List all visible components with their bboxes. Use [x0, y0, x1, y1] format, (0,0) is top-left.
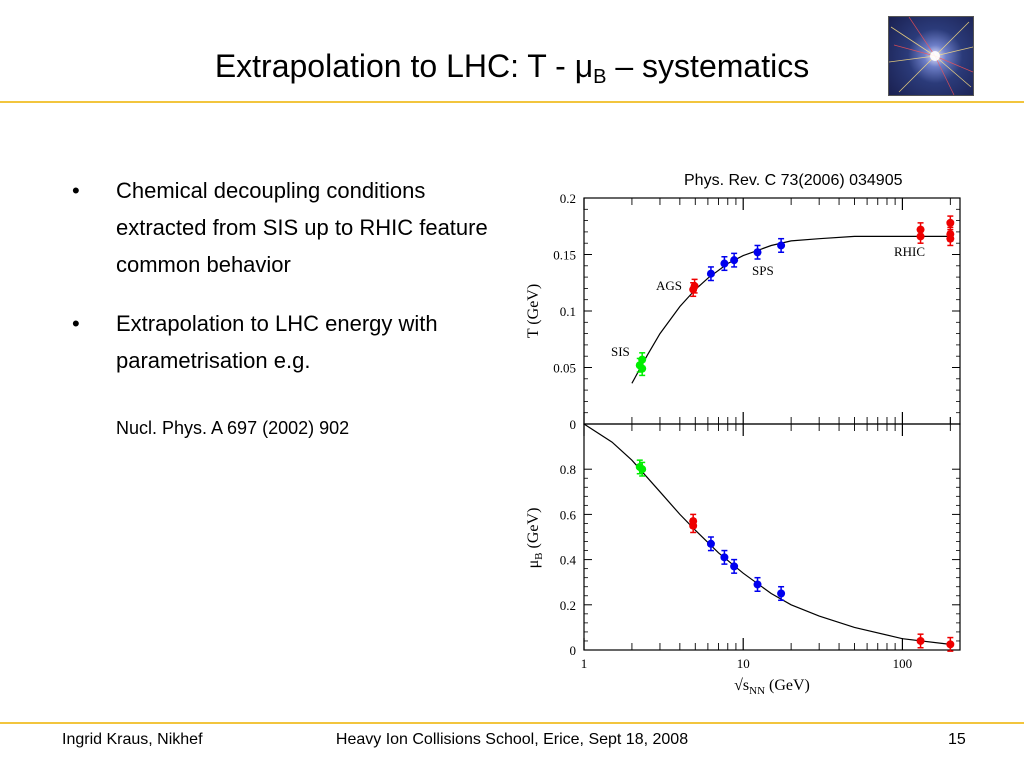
- x-axis-label: √sNN (GeV): [734, 677, 810, 697]
- y-tick-label: 0.8: [560, 462, 576, 477]
- y-tick-label: 0: [570, 417, 577, 432]
- footer-divider: [0, 722, 1024, 724]
- bottom-y-axis-label: μB (GeV): [525, 508, 545, 569]
- data-point-ags: [690, 282, 699, 291]
- top-plot-frame: [583, 197, 961, 425]
- label-ags: AGS: [656, 278, 682, 293]
- collision-event-image: [888, 16, 974, 96]
- data-point-sis: [638, 465, 647, 474]
- y-tick-label: 0: [570, 643, 577, 658]
- footer-page-number: 15: [948, 731, 966, 748]
- y-tick-label: 0.6: [560, 507, 577, 522]
- label-sis: SIS: [611, 344, 630, 359]
- data-point-sps: [753, 248, 762, 257]
- label-rhic: RHIC: [894, 244, 925, 259]
- data-point-sps: [720, 553, 729, 562]
- y-tick-label: 0.05: [553, 361, 576, 376]
- bullet-glyph: •: [72, 178, 80, 203]
- footer-event: Heavy Ion Collisions School, Erice, Sept…: [335, 731, 689, 748]
- data-point-sps: [706, 269, 715, 278]
- data-point-rhic: [946, 234, 955, 243]
- data-point-sps: [753, 580, 762, 589]
- bottom-plot-frame: [583, 423, 961, 651]
- label-sps: SPS: [752, 263, 774, 278]
- x-tick-label: 100: [893, 656, 913, 671]
- footer-author: Ingrid Kraus, Nikhef: [62, 731, 203, 748]
- data-point-rhic: [916, 225, 925, 234]
- figure-citation: Phys. Rev. C 73(2006) 034905: [684, 172, 903, 189]
- bullet-text: Chemical decoupling conditions extracted…: [116, 178, 488, 277]
- data-point-ags: [689, 521, 698, 530]
- data-point-sis: [638, 364, 647, 373]
- reference-text: Nucl. Phys. A 697 (2002) 902: [116, 418, 350, 438]
- x-tick-label: 1: [581, 656, 588, 671]
- y-tick-label: 0.1: [560, 304, 576, 319]
- data-point-sps: [730, 562, 739, 571]
- data-point-rhic: [916, 636, 925, 645]
- freezeout-figure: T (GeV) μB (GeV) √sNN (GeV) SIS AGS SPS …: [525, 191, 961, 697]
- y-tick-label: 0.15: [553, 248, 576, 263]
- data-point-sps: [706, 539, 715, 548]
- data-point-rhic: [946, 218, 955, 227]
- data-point-rhic: [946, 640, 955, 649]
- data-point-sps: [777, 589, 786, 598]
- y-tick-label: 0.2: [560, 598, 576, 613]
- top-y-axis-label: T (GeV): [525, 284, 542, 338]
- title-divider: [0, 101, 1024, 103]
- fit-curve: [583, 423, 951, 645]
- x-tick-label: 10: [737, 656, 750, 671]
- y-tick-label: 0.2: [560, 191, 576, 206]
- data-point-sps: [777, 241, 786, 250]
- bullet-item: • Extrapolation to LHC energy with param…: [72, 305, 492, 379]
- y-tick-label: 0.4: [560, 553, 577, 568]
- slide-title: Extrapolation to LHC: T - μB – systemati…: [214, 48, 810, 88]
- data-point-sps: [720, 259, 729, 268]
- bullet-list: • Chemical decoupling conditions extract…: [72, 172, 492, 401]
- bullet-glyph: •: [72, 311, 80, 336]
- bullet-text: Extrapolation to LHC energy with paramet…: [116, 311, 438, 373]
- bullet-item: • Chemical decoupling conditions extract…: [72, 172, 492, 283]
- data-point-sps: [730, 256, 739, 265]
